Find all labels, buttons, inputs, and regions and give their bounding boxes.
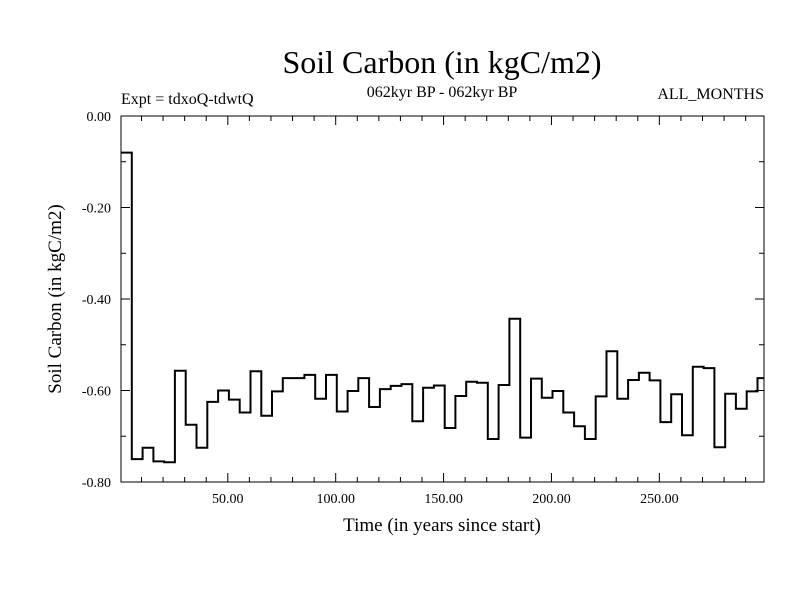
y-tick-label: -0.20 bbox=[82, 202, 111, 217]
x-tick-label: 50.00 bbox=[212, 492, 244, 507]
plot-frame bbox=[120, 115, 765, 483]
x-tick-label: 150.00 bbox=[424, 492, 463, 507]
y-tick-label: -0.40 bbox=[82, 293, 111, 308]
x-axis-label: Time (in years since start) bbox=[343, 515, 541, 536]
x-tick-label: 250.00 bbox=[640, 492, 679, 507]
y-tick-label: -0.80 bbox=[82, 476, 111, 491]
y-tick-label: 0.00 bbox=[87, 110, 112, 125]
chart-title: Soil Carbon (in kgC/m2) bbox=[282, 44, 601, 80]
experiment-label: Expt = tdxoQ-tdwtQ bbox=[121, 91, 254, 108]
series-line bbox=[121, 151, 764, 464]
y-axis-label: Soil Carbon (in kgC/m2) bbox=[45, 204, 66, 393]
period-label: 062kyr BP - 062kyr BP bbox=[367, 84, 518, 101]
x-tick-label: 200.00 bbox=[532, 492, 571, 507]
x-tick-label: 100.00 bbox=[316, 492, 355, 507]
x-axis-ticks: 50.00 100.00 150.00 200.00 250.00 bbox=[140, 116, 747, 507]
months-label: ALL_MONTHS bbox=[657, 86, 764, 103]
y-axis-ticks: 0.00 -0.20 -0.40 -0.60 -0.80 bbox=[82, 110, 764, 491]
y-tick-label: -0.60 bbox=[82, 385, 111, 400]
